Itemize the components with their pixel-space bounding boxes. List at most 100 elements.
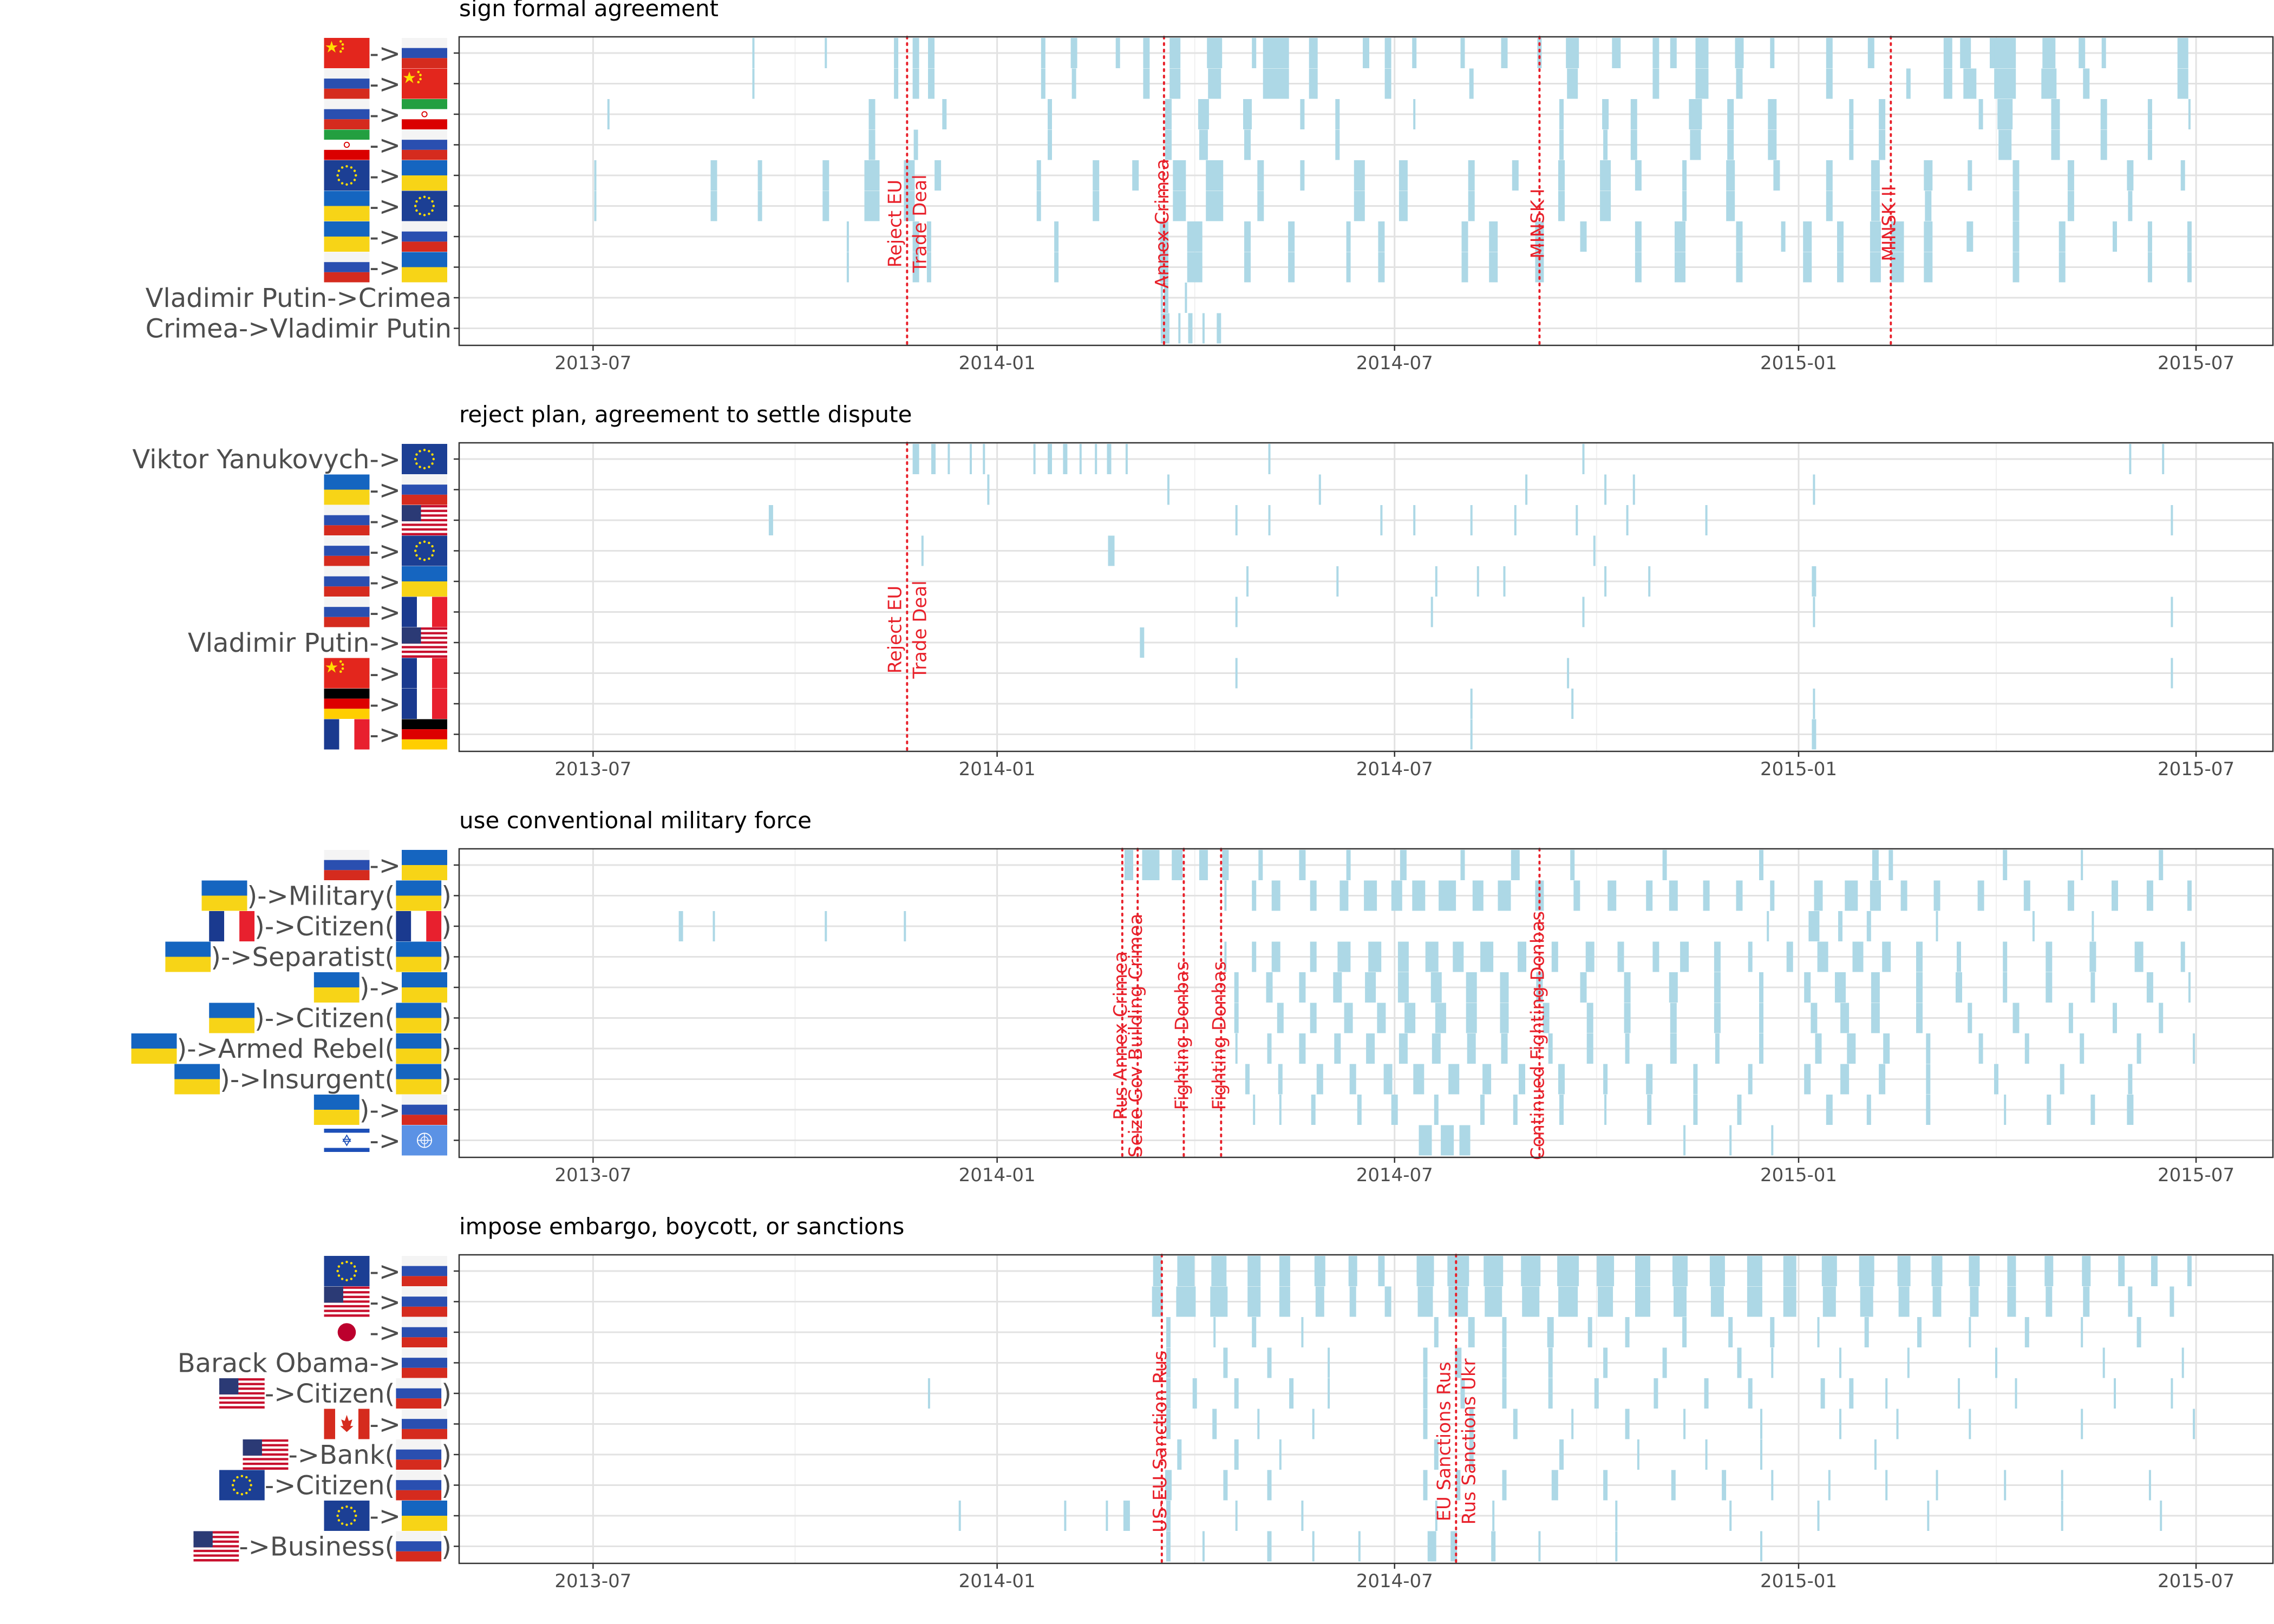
event-mark: [1366, 1033, 1375, 1064]
event-mark: [1169, 38, 1181, 68]
event-mark: [2146, 972, 2153, 1003]
event-mark: [927, 1378, 930, 1409]
event-mark: [1786, 941, 1793, 972]
event-mark: [1263, 68, 1289, 99]
event-mark: [1234, 1439, 1239, 1470]
event-mark: [1501, 1033, 1508, 1064]
grid: [459, 443, 2273, 751]
event-mark: [1328, 1347, 1330, 1378]
event-mark: [1384, 68, 1391, 99]
annotation-label: Rus Sanctions Ukr: [1458, 1358, 1480, 1524]
row-label-text: ->: [369, 38, 401, 69]
event-mark: [1502, 1470, 1507, 1501]
event-mark: [1166, 1409, 1171, 1439]
event-mark: [1558, 191, 1565, 221]
event-mark: [1234, 1378, 1239, 1409]
event-mark: [1346, 221, 1351, 252]
event-mark: [1435, 566, 1437, 597]
event-mark: [1314, 1256, 1325, 1286]
event-mark: [1804, 1064, 1811, 1095]
event-mark: [1737, 1095, 1742, 1125]
iran-flag-icon: [402, 99, 447, 129]
event-mark: [1337, 941, 1351, 972]
event-mark: [1748, 1064, 1753, 1095]
event-mark: [1870, 221, 1881, 252]
event-mark: [1557, 1256, 1579, 1286]
iran-flag-icon: [324, 129, 370, 160]
usa-flag-icon: [402, 505, 447, 535]
event-mark: [1932, 1286, 1942, 1317]
event-mark: [1501, 38, 1508, 68]
event-mark: [1548, 1347, 1553, 1378]
event-mark: [1600, 160, 1611, 191]
event-mark: [2080, 1033, 2084, 1064]
event-mark: [1612, 38, 1621, 68]
event-mark: [1826, 160, 1833, 191]
event-mark: [2181, 1347, 2184, 1378]
event-mark: [1333, 972, 1342, 1003]
usa-flag-icon: [324, 1286, 370, 1317]
event-mark: [1682, 191, 1687, 221]
event-mark: [768, 505, 773, 535]
event-mark: [1535, 252, 1544, 283]
event-mark: [1978, 99, 1983, 129]
event-mark: [1580, 972, 1587, 1003]
event-mark: [1459, 1125, 1471, 1156]
event-mark: [1106, 1501, 1108, 1531]
japan-flag-icon: [324, 1317, 370, 1347]
event-mark: [1927, 1501, 1930, 1531]
row-label-crimea-vladimir-putin: Crimea->Vladimir Putin: [146, 314, 452, 344]
event-mark: [752, 68, 755, 99]
event-mark: [822, 191, 829, 221]
event-mark: [1870, 880, 1881, 911]
event-mark: [1671, 1470, 1676, 1501]
event-mark: [1309, 38, 1318, 68]
event-mark: [1879, 1064, 1886, 1095]
event-mark: [1624, 1003, 1631, 1033]
event-mark: [1244, 129, 1251, 160]
row-label-text: ->: [369, 598, 401, 628]
event-mark: [1924, 160, 1933, 191]
event-mark: [2136, 1317, 2141, 1347]
event-mark: [1125, 444, 1128, 474]
event-mark: [1551, 941, 1558, 972]
event-mark: [1803, 252, 1812, 283]
event-mark: [2193, 1409, 2195, 1439]
event-mark: [2127, 160, 2134, 191]
event-mark: [1513, 1095, 1518, 1125]
row-label-text: ->: [369, 1410, 401, 1440]
row-label-iran-russia: ->: [324, 129, 447, 161]
event-mark: [894, 38, 899, 68]
annotation-label: EU Sanctions Rus: [1433, 1362, 1455, 1522]
x-axis: 2013-07 2014-01 2014-07 2015-01 2015-07: [454, 458, 2234, 780]
event-mark: [1760, 1531, 1762, 1562]
event-mark: [825, 911, 827, 941]
event-mark: [1917, 1317, 1922, 1347]
event-mark: [1726, 160, 1735, 191]
x-tick-label: 2013-07: [554, 352, 631, 374]
event-mark: [1709, 1256, 1725, 1286]
event-mark: [1489, 252, 1498, 283]
event-mark: [1485, 1286, 1502, 1317]
row-label-text: ->: [369, 100, 401, 130]
event-mark: [1826, 38, 1833, 68]
row-label-text: ): [441, 1440, 452, 1470]
event-mark: [1594, 1378, 1599, 1409]
row-label-text: )->Citizen(: [254, 1004, 395, 1034]
row-label-military-ukraine-insurgent-ukraine: ))->Insurgent(: [174, 1064, 452, 1095]
row-label-text: ->: [369, 1126, 401, 1156]
event-mark: [1160, 313, 1163, 344]
event-mark: [1041, 38, 1045, 68]
event-mark: [1879, 99, 1886, 129]
event-mark: [1279, 1439, 1282, 1470]
france-flag-icon: [402, 597, 447, 627]
event-mark: [1813, 689, 1815, 719]
event-mark: [1646, 1064, 1653, 1095]
event-mark: [1518, 941, 1526, 972]
ukraine-flag-icon: [396, 1033, 442, 1064]
event-mark: [1413, 1064, 1424, 1095]
event-mark: [1466, 972, 1477, 1003]
event-mark: [1525, 474, 1528, 505]
event-mark: [1674, 1286, 1687, 1317]
event-mark: [1152, 1286, 1163, 1317]
